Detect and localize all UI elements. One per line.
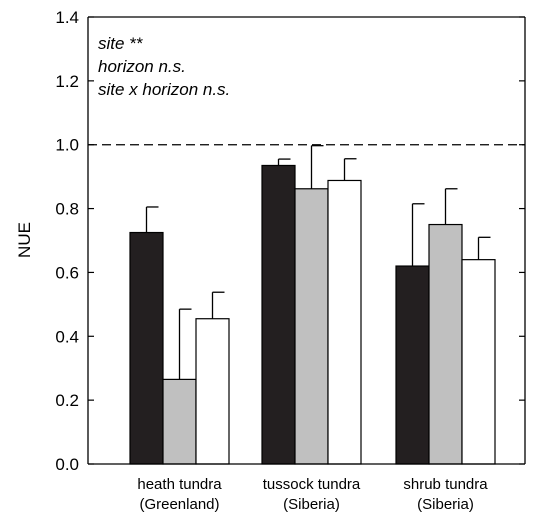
y-axis-title: NUE [15,222,34,258]
bar [327,179,362,465]
annotation-site: site ** [98,34,144,53]
bar [461,259,496,465]
x-category-label: heath tundra [137,476,222,493]
y-tick-label: 0.4 [55,327,79,346]
bar [195,318,230,465]
bar [395,265,430,465]
x-category-label: shrub tundra [403,476,488,493]
x-category-label: (Greenland) [139,496,219,513]
y-tick-label: 0.2 [55,391,79,410]
bar [261,164,296,465]
x-category-label: (Siberia) [283,496,340,513]
bar [129,231,164,465]
annotation-group: site ** horizon n.s. site x horizon n.s. [98,34,230,99]
x-category-label: (Siberia) [417,496,474,513]
y-tick-label: 1.0 [55,136,79,155]
x-category-label: tussock tundra [263,476,361,493]
bar [162,378,197,465]
annotation-interaction: site x horizon n.s. [98,80,230,99]
y-tick-label: 1.2 [55,72,79,91]
bar [428,223,463,465]
y-tick-label: 0.0 [55,455,79,474]
y-tick-label: 1.4 [55,8,79,27]
y-tick-label: 0.8 [55,200,79,219]
annotation-horizon: horizon n.s. [98,57,186,76]
bar [294,188,329,465]
y-tick-label: 0.6 [55,263,79,282]
